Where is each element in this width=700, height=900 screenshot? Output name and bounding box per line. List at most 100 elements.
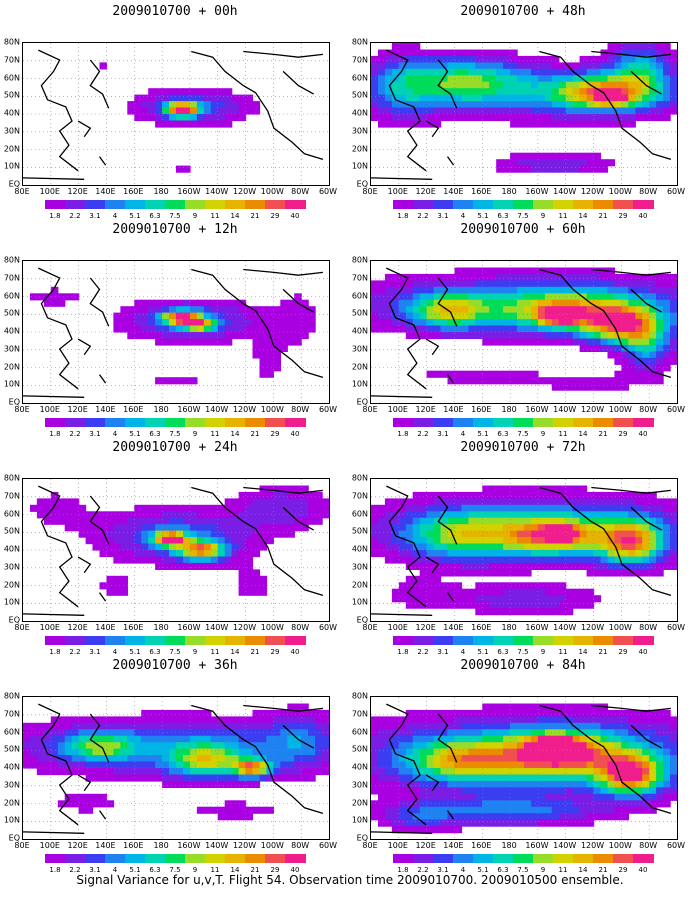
colorbar-swatch [633, 200, 654, 209]
longitude-label: 100E [387, 841, 408, 850]
colorbar-label: 1.8 [397, 866, 409, 874]
colorbar-swatch [225, 418, 246, 427]
colorbar-label: 40 [290, 648, 300, 656]
colorbar-swatch [493, 200, 514, 209]
colorbar-swatch [513, 854, 534, 863]
colorbar-label: 5.1 [477, 212, 489, 220]
longitude-label: 60W [318, 405, 338, 414]
latitude-label: 40N [3, 326, 20, 336]
colorbar-swatch [205, 854, 226, 863]
colorbar-swatch [433, 854, 454, 863]
colorbar-swatch [553, 854, 574, 863]
latitude-label: 30N [3, 562, 20, 572]
colorbar-swatch [185, 200, 206, 209]
longitude-label: 100E [387, 623, 408, 632]
colorbar-swatch [105, 854, 126, 863]
colorbar: 1.8 2.2 3.1 4 5.1 6.3 7.5 9 11 14 21 29 40 [393, 854, 654, 876]
colorbar-swatch [473, 418, 494, 427]
colorbar-label: 3.1 [437, 430, 449, 438]
longitude-label: 60W [666, 841, 686, 850]
longitude-label: 80W [291, 187, 310, 196]
map-field [371, 43, 677, 185]
coastlines [23, 49, 324, 180]
coastlines [371, 49, 672, 180]
longitude-label: 160W [525, 841, 549, 850]
longitude-label: 100E [387, 187, 408, 196]
colorbar: 1.8 2.2 3.1 4 5.1 6.3 7.5 9 11 14 21 29 40 [45, 854, 306, 876]
colorbar-swatch [45, 636, 66, 645]
map-panel: 2009010700 + 36h EQ 10N 20N 30N 40N 50N 60N 70N 8… [0, 658, 350, 874]
shaded-variance-field [99, 62, 261, 173]
longitude-label: 80E [14, 623, 30, 632]
colorbar-label: 29 [270, 648, 280, 656]
colorbar-swatch [225, 636, 246, 645]
map-field [23, 43, 329, 185]
colorbar-label: 1.8 [49, 212, 61, 220]
latitude-label: 80N [351, 255, 368, 265]
colorbar-label: 21 [250, 212, 260, 220]
shaded-variance-field [30, 485, 329, 596]
latitude-label: 60N [3, 727, 20, 736]
longitude-label: 120E [67, 623, 88, 632]
panel-title: 2009010700 + 48h [460, 4, 586, 19]
longitude-label: 120W [232, 841, 257, 850]
longitude-label: 60W [318, 841, 338, 850]
longitude-label: 100E [39, 841, 60, 850]
colorbar-label: 9 [540, 648, 546, 656]
map-frame [22, 696, 330, 840]
colorbar-label: 7.5 [169, 430, 181, 438]
panel-title: 2009010700 + 24h [112, 440, 238, 455]
latitude-label: EQ [356, 397, 368, 407]
longitude-label: 120E [67, 841, 88, 850]
shaded-variance-field [371, 267, 677, 391]
colorbar-swatch [45, 854, 66, 863]
latitude-label: 50N [3, 308, 20, 318]
longitude-label: 100E [39, 623, 60, 632]
latitude-labels: EQ 10N 20N 30N 40N 50N 60N 70N 80N [0, 38, 20, 189]
colorbar-swatch [205, 636, 226, 645]
longitude-label: 180 [501, 841, 517, 850]
colorbar-swatch [125, 636, 146, 645]
colorbar-swatch [125, 418, 146, 427]
latitude-label: 30N [3, 344, 20, 354]
latitude-label: 10N [351, 379, 368, 389]
colorbar-swatch [413, 854, 434, 863]
longitude-label: 80E [362, 405, 378, 414]
colorbar-swatch [245, 854, 266, 863]
map-gridlines [371, 479, 677, 621]
latitude-labels: EQ 10N 20N 30N 40N 50N 60N 70N 80N [0, 256, 20, 407]
colorbar-label: 1.8 [49, 866, 61, 874]
colorbar-swatch [105, 418, 126, 427]
latitude-label: 80N [3, 37, 20, 47]
colorbar-swatch [65, 200, 86, 209]
colorbar-swatch [45, 200, 66, 209]
longitude-label: 120E [415, 405, 436, 414]
longitude-label: 140E [95, 841, 116, 850]
map-field [371, 479, 677, 621]
colorbar-label: 9 [192, 648, 198, 656]
panel-title: 2009010700 + 72h [460, 440, 586, 455]
colorbar-swatch [553, 418, 574, 427]
colorbar-label: 14 [578, 648, 588, 656]
map-panel: 2009010700 + 12h EQ 10N 20N 30N 40N 50N 60N 70N 8… [0, 222, 350, 438]
latitude-label: 10N [3, 161, 20, 171]
latitude-label: 70N [351, 273, 368, 283]
map-gridlines [23, 261, 329, 403]
colorbar-swatch [393, 854, 414, 863]
latitude-label: 10N [3, 379, 20, 389]
colorbar-label: 1.8 [49, 648, 61, 656]
latitude-labels: EQ 10N 20N 30N 40N 50N 60N 70N 80N [0, 474, 20, 625]
colorbar-swatch [413, 636, 434, 645]
longitude-label: 140W [205, 187, 229, 196]
map-frame [22, 260, 330, 404]
longitude-label: 160E [123, 841, 144, 850]
colorbar-label: 2.2 [417, 866, 429, 874]
map-panel: 2009010700 + 48h EQ 10N 20N 30N 40N 50N 60N 70N 8… [348, 4, 698, 220]
latitude-label: 20N [351, 580, 368, 589]
colorbar-label: 21 [250, 648, 260, 656]
longitude-label: 140W [553, 841, 577, 850]
colorbar-label: 3.1 [89, 212, 101, 220]
colorbar-swatch [413, 418, 434, 427]
colorbar-label: 1.8 [397, 648, 409, 656]
colorbar-label: 6.3 [497, 212, 509, 220]
